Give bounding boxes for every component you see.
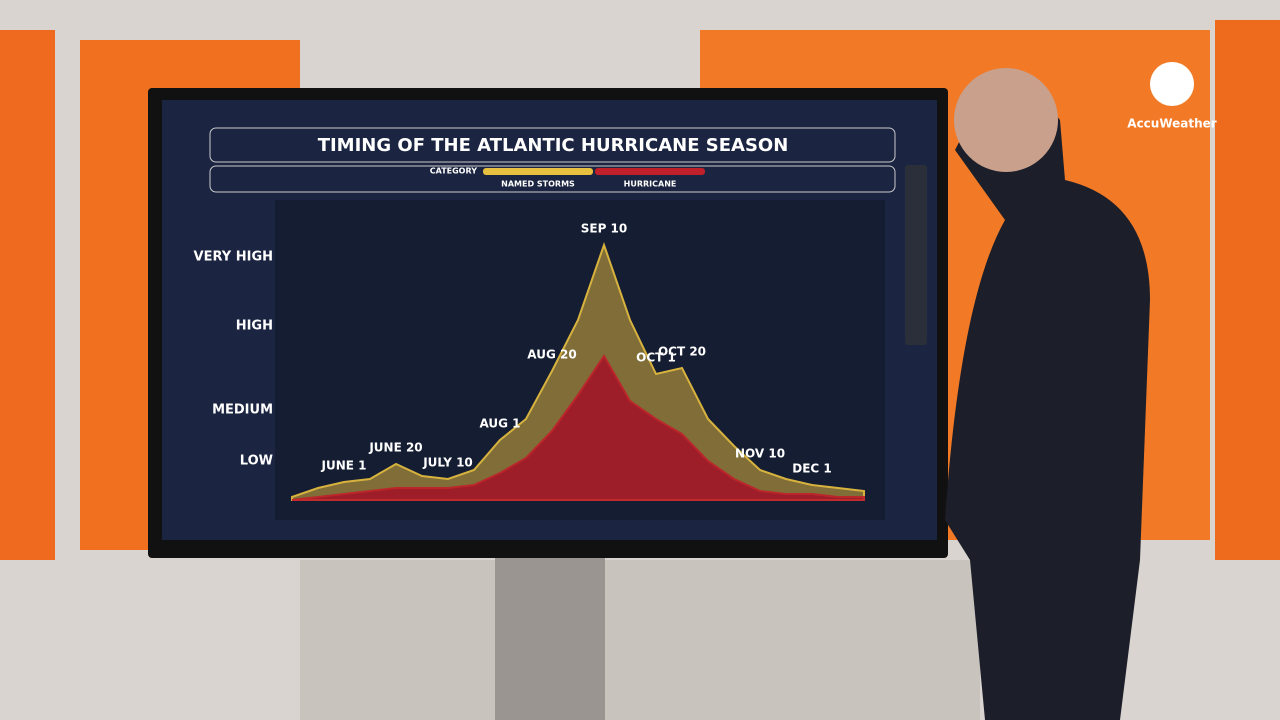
legend-label: HURRICANE [624, 180, 677, 189]
floor [300, 560, 980, 720]
toolbar[interactable] [905, 165, 927, 345]
area [291, 354, 865, 501]
peak-label: JUNE 1 [321, 459, 367, 473]
screen-stand [495, 550, 605, 720]
area [291, 241, 865, 501]
legend-swatch [595, 168, 705, 175]
peak-label: AUG 20 [527, 348, 576, 362]
title-box [209, 127, 896, 163]
peak-label: OCT 1 [636, 351, 676, 365]
logo-text: AccuWeather [1127, 117, 1217, 131]
peak-label: NOV 10 [735, 447, 785, 461]
presenter [945, 91, 1150, 720]
peak-label: JULY 10 [422, 456, 473, 470]
logo-icon [1150, 62, 1194, 106]
peak-label: AUG 1 [479, 417, 520, 431]
orange-panel [0, 30, 55, 560]
presenter-head [954, 68, 1058, 172]
legend-box [209, 165, 896, 193]
y-tick-label: HIGH [236, 319, 273, 334]
y-tick-label: LOW [240, 454, 273, 469]
legend-swatch [483, 168, 593, 175]
legend-label: NAMED STORMS [501, 180, 575, 189]
peak-label: SEP 10 [581, 222, 628, 236]
peak-label: JUNE 20 [368, 441, 422, 455]
chart-title: TIMING OF THE ATLANTIC HURRICANE SEASON [318, 135, 789, 156]
orange-panel [1215, 20, 1280, 560]
y-tick-label: MEDIUM [212, 403, 273, 418]
peak-label: OCT 20 [658, 345, 706, 359]
peak-label: DEC 1 [792, 462, 832, 476]
legend-title: CATEGORY [430, 167, 477, 176]
y-tick-label: VERY HIGH [194, 250, 273, 265]
